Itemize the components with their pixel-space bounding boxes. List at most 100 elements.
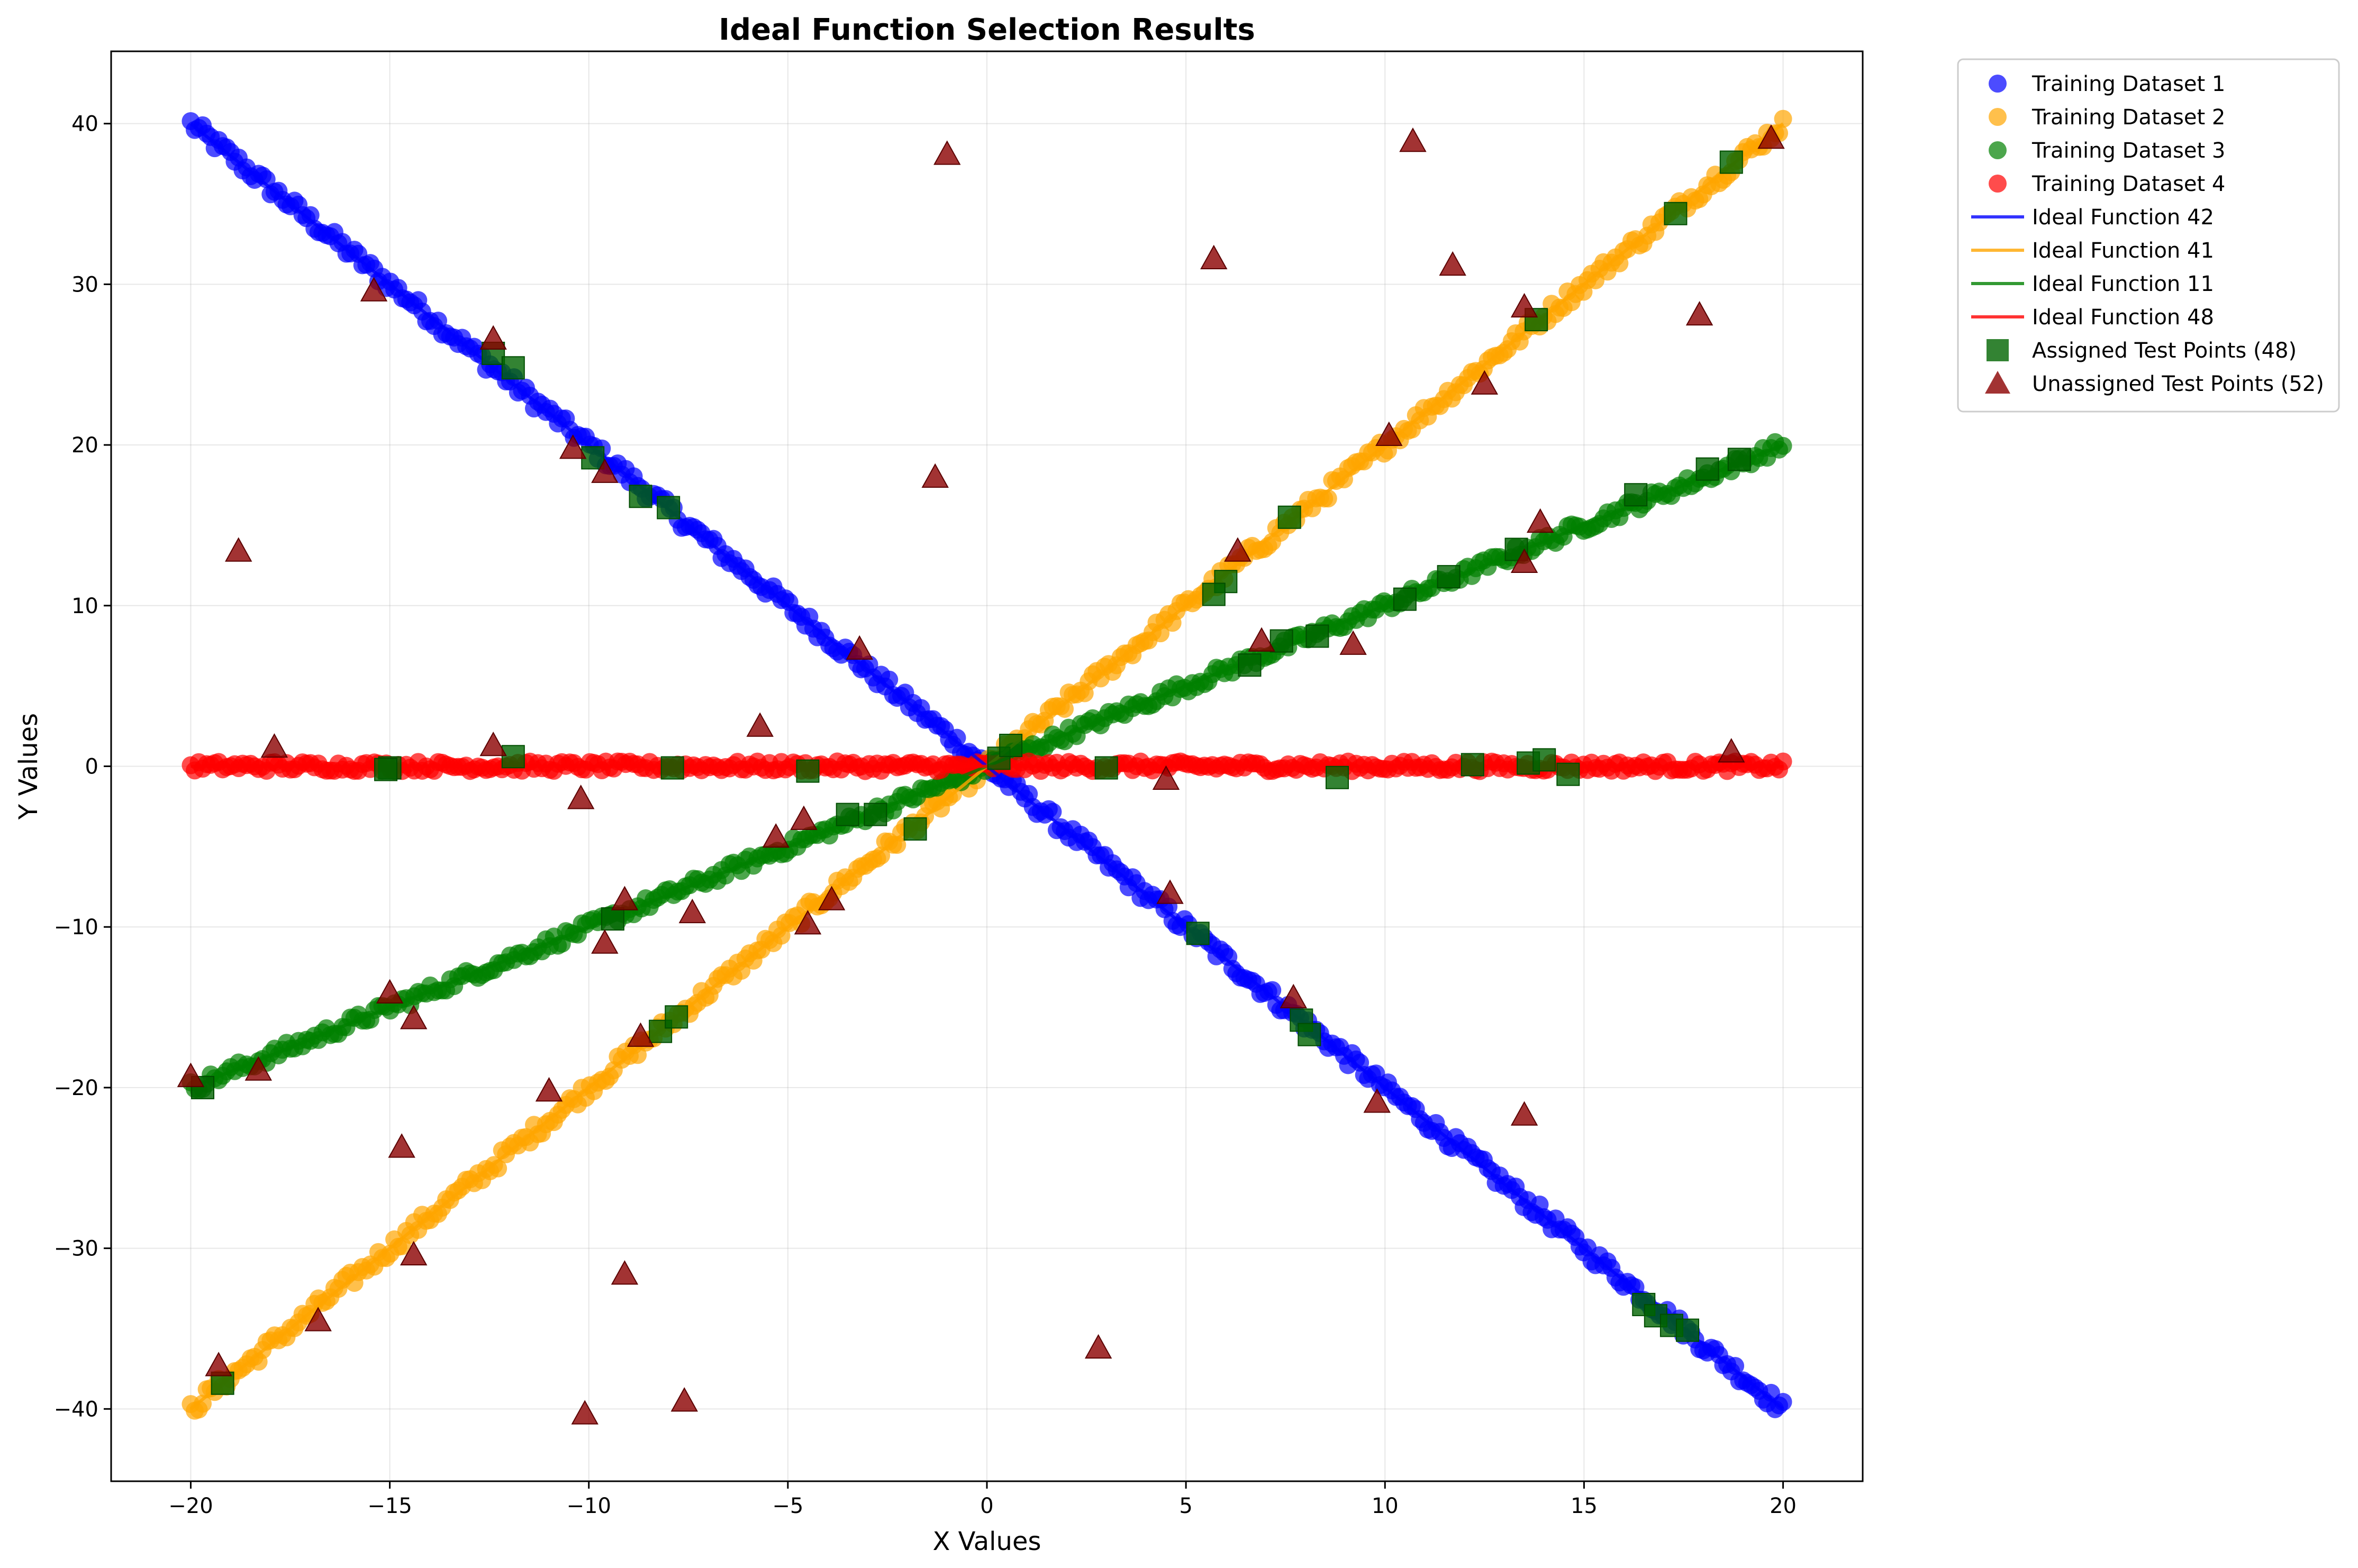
unassigned-test-point (591, 458, 619, 483)
unassigned-test-point (794, 910, 822, 935)
y-tick-label: 40 (71, 112, 98, 136)
legend-marker-1 (1989, 75, 2007, 93)
legend-label-10: Unassigned Test Points (52) (2032, 372, 2324, 396)
unassigned-test-point (1156, 879, 1184, 904)
unassigned-test-point (627, 1022, 655, 1047)
unassigned-test-point (1439, 251, 1466, 276)
assigned-test-point (1727, 448, 1751, 471)
legend-label-9: Assigned Test Points (48) (2032, 339, 2297, 363)
assigned-test-point (1094, 756, 1118, 780)
assigned-test-point (1305, 624, 1329, 648)
assigned-test-point (999, 734, 1023, 758)
unassigned-test-point (1718, 738, 1745, 763)
assigned-test-point (796, 759, 820, 783)
unassigned-test-point (1685, 301, 1713, 326)
assigned-test-point (660, 756, 684, 780)
unassigned-test-point (921, 463, 949, 488)
unassigned-test-point (400, 1241, 428, 1265)
unassigned-test-point (479, 325, 507, 350)
assigned-test-point (657, 496, 681, 519)
y-tick-label: −30 (54, 1237, 98, 1261)
unassigned-test-point (670, 1387, 698, 1412)
x-tick-label: 10 (1372, 1494, 1399, 1518)
unassigned-test-point (1200, 244, 1228, 269)
training-point-2 (1774, 110, 1792, 128)
unassigned-test-point (567, 785, 595, 809)
unassigned-test-point (611, 886, 639, 910)
legend-marker-9 (1987, 339, 2009, 361)
x-tick-label: −20 (168, 1494, 213, 1518)
unassigned-test-point (388, 1133, 415, 1158)
y-tick-label: −20 (54, 1076, 98, 1100)
assigned-test-point (1202, 582, 1226, 606)
unassigned-test-point (177, 1062, 205, 1087)
unassigned-test-point (360, 277, 388, 302)
y-tick-label: 10 (71, 594, 98, 618)
legend-label-7: Ideal Function 11 (2032, 272, 2214, 296)
legend-label-8: Ideal Function 48 (2032, 305, 2214, 330)
training-point-1 (301, 206, 320, 224)
unassigned-test-point (1224, 537, 1251, 562)
training-point-2 (872, 846, 891, 865)
y-tick-label: 0 (85, 755, 98, 779)
assigned-test-point (836, 803, 859, 826)
assigned-test-point (1238, 653, 1262, 677)
x-tick-label: 20 (1770, 1494, 1797, 1518)
assigned-test-point (1556, 762, 1580, 786)
unassigned-test-point (1510, 293, 1538, 318)
assigned-test-point (1269, 629, 1293, 653)
unassigned-test-point (762, 823, 790, 848)
assigned-test-point (1532, 748, 1556, 772)
assigned-test-point (665, 1005, 688, 1029)
unassigned-test-point (846, 635, 873, 660)
unassigned-test-point (1471, 370, 1499, 395)
y-axis-ticks: −40 −30 −20 −10 0 10 20 30 40 (54, 112, 111, 1421)
unassigned-test-point (790, 805, 818, 830)
x-axis-label: X Values (933, 1527, 1041, 1556)
unassigned-test-point (225, 537, 252, 562)
training-point-1 (948, 728, 966, 747)
unassigned-test-point (400, 1005, 428, 1029)
unassigned-test-point (205, 1352, 232, 1376)
assigned-points-layer (191, 150, 1751, 1395)
assigned-test-point (1624, 483, 1648, 507)
x-axis-ticks: −20 −15 −10 −5 0 5 10 15 20 (168, 1481, 1797, 1518)
legend-label-5: Ideal Function 42 (2032, 205, 2214, 230)
legend: Training Dataset 1 Training Dataset 2 Trai… (1957, 58, 2340, 413)
unassigned-test-point (304, 1307, 332, 1332)
assigned-test-point (1695, 457, 1719, 481)
legend-box (1957, 58, 2340, 413)
legend-label-2: Training Dataset 2 (2031, 105, 2225, 130)
assigned-test-point (1277, 505, 1301, 529)
assigned-test-point (1298, 1023, 1321, 1046)
x-tick-label: −10 (567, 1494, 611, 1518)
unassigned-test-point (1339, 630, 1367, 655)
unassigned-test-point (1375, 421, 1403, 446)
unassigned-test-point (1248, 627, 1275, 652)
unassigned-test-point (1399, 127, 1427, 152)
unassigned-test-point (571, 1400, 598, 1425)
assigned-test-point (601, 907, 624, 931)
unassigned-test-point (678, 898, 706, 924)
unassigned-test-point (1152, 765, 1180, 790)
y-tick-label: 20 (71, 433, 98, 458)
y-tick-label: −40 (54, 1397, 98, 1421)
y-axis-label: Y Values (14, 713, 43, 820)
assigned-test-point (374, 758, 398, 781)
unassigned-test-point (1510, 1101, 1538, 1126)
assigned-test-point (1437, 565, 1461, 589)
unassigned-test-point (1526, 508, 1554, 533)
training-point-2 (194, 1394, 212, 1413)
assigned-test-point (1461, 753, 1484, 777)
assigned-test-point (903, 817, 927, 841)
unassigned-test-point (479, 731, 507, 756)
assigned-test-point (501, 356, 525, 380)
plot-area (177, 110, 1792, 1425)
legend-label-6: Ideal Function 41 (2032, 239, 2214, 263)
unassigned-test-point (1510, 548, 1538, 573)
assigned-test-point (1664, 202, 1688, 225)
x-tick-label: 15 (1571, 1494, 1598, 1518)
x-tick-label: −15 (367, 1494, 412, 1518)
unassigned-test-point (559, 434, 587, 459)
